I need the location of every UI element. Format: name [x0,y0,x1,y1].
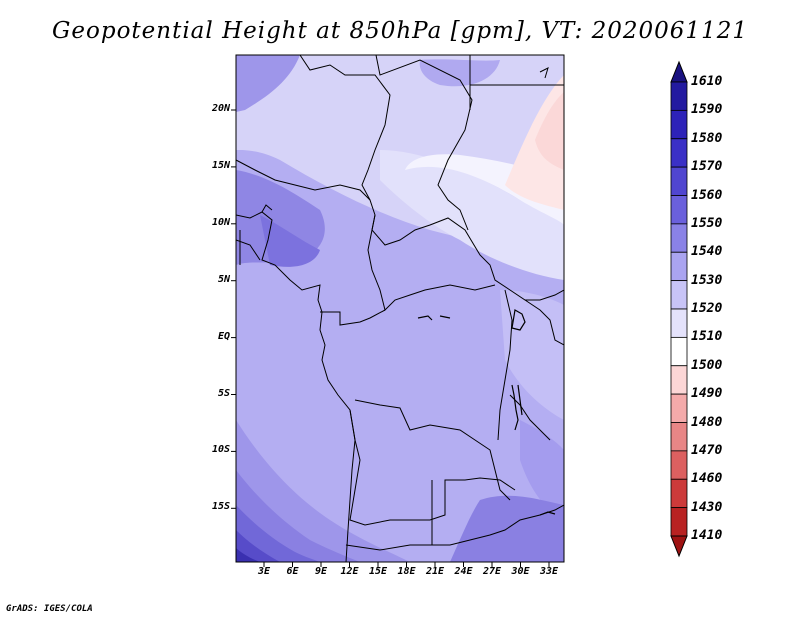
colorbar-segment [670,507,688,537]
latitude-label: 10N [211,216,230,228]
chart-title: Geopotential Height at 850hPa [gpm], VT:… [52,18,748,44]
longitude-ticks [263,562,550,567]
colorbar-segment [670,138,688,168]
colorbar-label: 1570 [691,159,723,175]
colorbar-segment [670,308,688,338]
colorbar-label: 1460 [691,471,723,487]
colorbar-label: 1540 [691,244,723,260]
colorbar-label: 1510 [691,329,723,345]
colorbar-segment [670,336,688,367]
longitude-label: 6E [286,566,299,577]
colorbar-label: 1500 [691,357,723,373]
colorbar-segment [670,223,688,253]
colorbar-segment [670,478,688,509]
colorbar-label: 1520 [691,301,723,316]
colorbar-segment [670,280,688,310]
colorbar [670,60,688,558]
map-frame [235,54,565,563]
latitude-label: 20N [211,103,230,114]
credit-text: GrADS: IGES/COLA [6,604,93,614]
longitude-label: 3E [257,566,271,577]
colorbar-segment [670,251,688,282]
colorbar-label: 1560 [691,187,723,203]
latitude-label: 5S [217,387,230,399]
colorbar-label: 1530 [691,272,723,288]
latitude-label: 10S [211,444,230,456]
longitude-label: 9E [314,566,328,577]
colorbar-segment [670,109,688,140]
colorbar-label: 1610 [691,74,723,89]
colorbar-segment [670,422,688,452]
latitude-label: 5N [217,273,230,285]
colorbar-segment [670,81,688,111]
latitude-label: 15S [211,501,230,513]
longitude-label: 33E [539,566,559,577]
colorbar-label: 1590 [691,102,723,118]
height-field [236,55,564,562]
colorbar-segment [670,450,688,480]
longitude-label: 12E [340,566,359,577]
colorbar-label: 1550 [691,215,723,231]
country-borders [236,55,564,562]
longitude-label: 30E [511,566,530,577]
colorbar-label: 1490 [691,386,723,402]
longitude-label: 27E [482,566,502,577]
colorbar-segment [670,195,688,225]
colorbar-label: 1480 [691,414,723,430]
colorbar-top-arrow [670,60,688,83]
colorbar-label: 1470 [691,442,723,458]
latitude-label: 15N [211,159,230,171]
colorbar-label: 1430 [691,499,723,515]
latitude-ticks [231,109,236,509]
colorbar-label: 1580 [691,130,723,146]
latitude-label: EQ [217,330,230,342]
colorbar-segment [670,166,688,196]
longitude-label: 18E [397,566,416,577]
longitude-label: 21E [425,566,445,577]
colorbar-bottom-arrow [670,535,688,558]
longitude-label: 24E [454,566,473,577]
longitude-label: 15E [368,566,388,577]
colorbar-segment [670,365,688,395]
colorbar-label: 1410 [691,528,723,543]
lakes [417,309,556,516]
colorbar-segment [670,393,688,423]
